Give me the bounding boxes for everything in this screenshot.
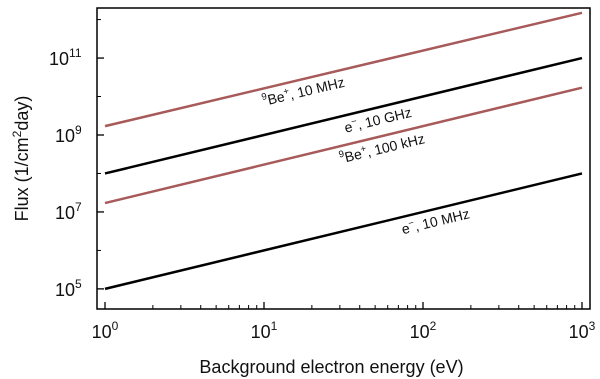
y-tick-label-3: 1011 <box>49 46 82 69</box>
x-tick-label-0: 100 <box>92 319 119 342</box>
y-tick-label-1: 107 <box>55 200 82 223</box>
series-line-3 <box>105 88 582 203</box>
y-tick-label-2: 109 <box>55 123 82 146</box>
y-axis-title: Flux (1/cm2day) <box>10 96 32 222</box>
series-line-1 <box>105 13 582 126</box>
series-line-4 <box>105 173 582 288</box>
x-tick-label-2: 102 <box>410 319 437 342</box>
x-tick-label-3: 103 <box>569 319 596 342</box>
x-axis-title: Background electron energy (eV) <box>199 357 463 377</box>
x-tick-label-1: 101 <box>251 319 278 342</box>
y-tick-label-0: 105 <box>55 277 82 300</box>
